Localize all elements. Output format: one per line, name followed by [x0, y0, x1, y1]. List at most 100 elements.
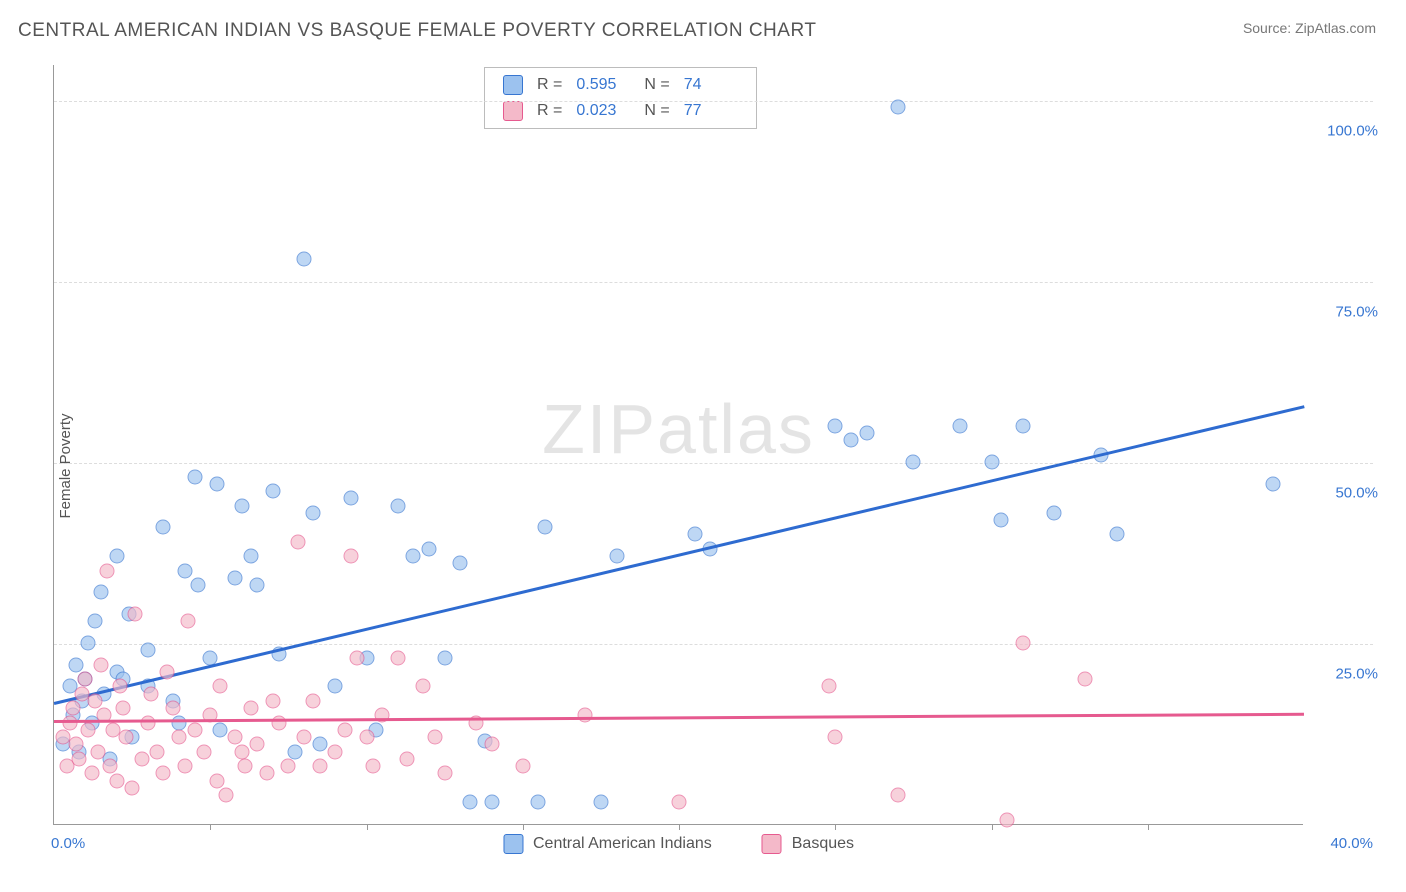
- stats-row: R =0.595N =74: [485, 72, 756, 98]
- data-point: [406, 549, 421, 564]
- trend-line: [54, 405, 1305, 704]
- data-point: [234, 744, 249, 759]
- data-point: [109, 549, 124, 564]
- y-tick-label: 75.0%: [1335, 304, 1378, 321]
- data-point: [297, 252, 312, 267]
- data-point: [178, 563, 193, 578]
- data-point: [484, 795, 499, 810]
- chart-title: CENTRAL AMERICAN INDIAN VS BASQUE FEMALE…: [18, 20, 816, 42]
- data-point: [209, 773, 224, 788]
- data-point: [128, 607, 143, 622]
- data-point: [84, 766, 99, 781]
- data-point: [93, 585, 108, 600]
- data-point: [400, 751, 415, 766]
- data-point: [165, 701, 180, 716]
- data-point: [109, 773, 124, 788]
- data-point: [172, 715, 187, 730]
- data-point: [134, 751, 149, 766]
- data-point: [906, 455, 921, 470]
- data-point: [159, 665, 174, 680]
- data-point: [78, 672, 93, 687]
- plot-area: ZIPatlas R =0.595N =74R =0.023N =77 Cent…: [53, 65, 1303, 825]
- data-point: [250, 737, 265, 752]
- legend-label: Central American Indians: [533, 835, 712, 853]
- data-point: [312, 759, 327, 774]
- data-point: [72, 751, 87, 766]
- x-tick: [835, 824, 836, 830]
- data-point: [178, 759, 193, 774]
- x-tick: [679, 824, 680, 830]
- data-point: [537, 520, 552, 535]
- x-tick: [1148, 824, 1149, 830]
- data-point: [100, 563, 115, 578]
- data-point: [212, 722, 227, 737]
- gridline: [54, 463, 1373, 464]
- data-point: [287, 744, 302, 759]
- data-point: [218, 788, 233, 803]
- data-point: [265, 484, 280, 499]
- data-point: [172, 730, 187, 745]
- data-point: [140, 715, 155, 730]
- x-tick: [992, 824, 993, 830]
- x-tick: [210, 824, 211, 830]
- data-point: [187, 469, 202, 484]
- data-point: [212, 679, 227, 694]
- legend-swatch: [503, 75, 523, 95]
- data-point: [265, 693, 280, 708]
- data-point: [1078, 672, 1093, 687]
- data-point: [237, 759, 252, 774]
- data-point: [328, 744, 343, 759]
- data-point: [437, 650, 452, 665]
- data-point: [890, 100, 905, 115]
- data-point: [297, 730, 312, 745]
- data-point: [859, 426, 874, 441]
- data-point: [187, 722, 202, 737]
- data-point: [259, 766, 274, 781]
- gridline: [54, 644, 1373, 645]
- data-point: [68, 737, 83, 752]
- data-point: [462, 795, 477, 810]
- data-point: [290, 534, 305, 549]
- stats-legend: R =0.595N =74R =0.023N =77: [484, 67, 757, 129]
- data-point: [243, 549, 258, 564]
- source-attribution: Source: ZipAtlas.com: [1243, 20, 1376, 36]
- data-point: [375, 708, 390, 723]
- data-point: [984, 455, 999, 470]
- series-legend: Central American IndiansBasques: [503, 834, 854, 854]
- trend-line: [54, 713, 1304, 723]
- source-link[interactable]: ZipAtlas.com: [1295, 20, 1376, 36]
- data-point: [112, 679, 127, 694]
- legend-swatch: [503, 101, 523, 121]
- data-point: [531, 795, 546, 810]
- data-point: [81, 722, 96, 737]
- data-point: [234, 498, 249, 513]
- data-point: [1015, 636, 1030, 651]
- data-point: [228, 570, 243, 585]
- gridline: [54, 101, 1373, 102]
- data-point: [156, 520, 171, 535]
- data-point: [1109, 527, 1124, 542]
- data-point: [115, 701, 130, 716]
- data-point: [306, 693, 321, 708]
- data-point: [306, 505, 321, 520]
- data-point: [828, 418, 843, 433]
- data-point: [156, 766, 171, 781]
- y-tick-label: 25.0%: [1335, 666, 1378, 683]
- data-point: [515, 759, 530, 774]
- data-point: [1015, 418, 1030, 433]
- data-point: [484, 737, 499, 752]
- data-point: [87, 693, 102, 708]
- gridline: [54, 282, 1373, 283]
- data-point: [281, 759, 296, 774]
- data-point: [953, 418, 968, 433]
- data-point: [312, 737, 327, 752]
- x-tick: [523, 824, 524, 830]
- data-point: [578, 708, 593, 723]
- data-point: [197, 744, 212, 759]
- data-point: [672, 795, 687, 810]
- data-point: [209, 476, 224, 491]
- data-point: [103, 759, 118, 774]
- data-point: [390, 498, 405, 513]
- y-tick-label: 100.0%: [1327, 123, 1378, 140]
- data-point: [428, 730, 443, 745]
